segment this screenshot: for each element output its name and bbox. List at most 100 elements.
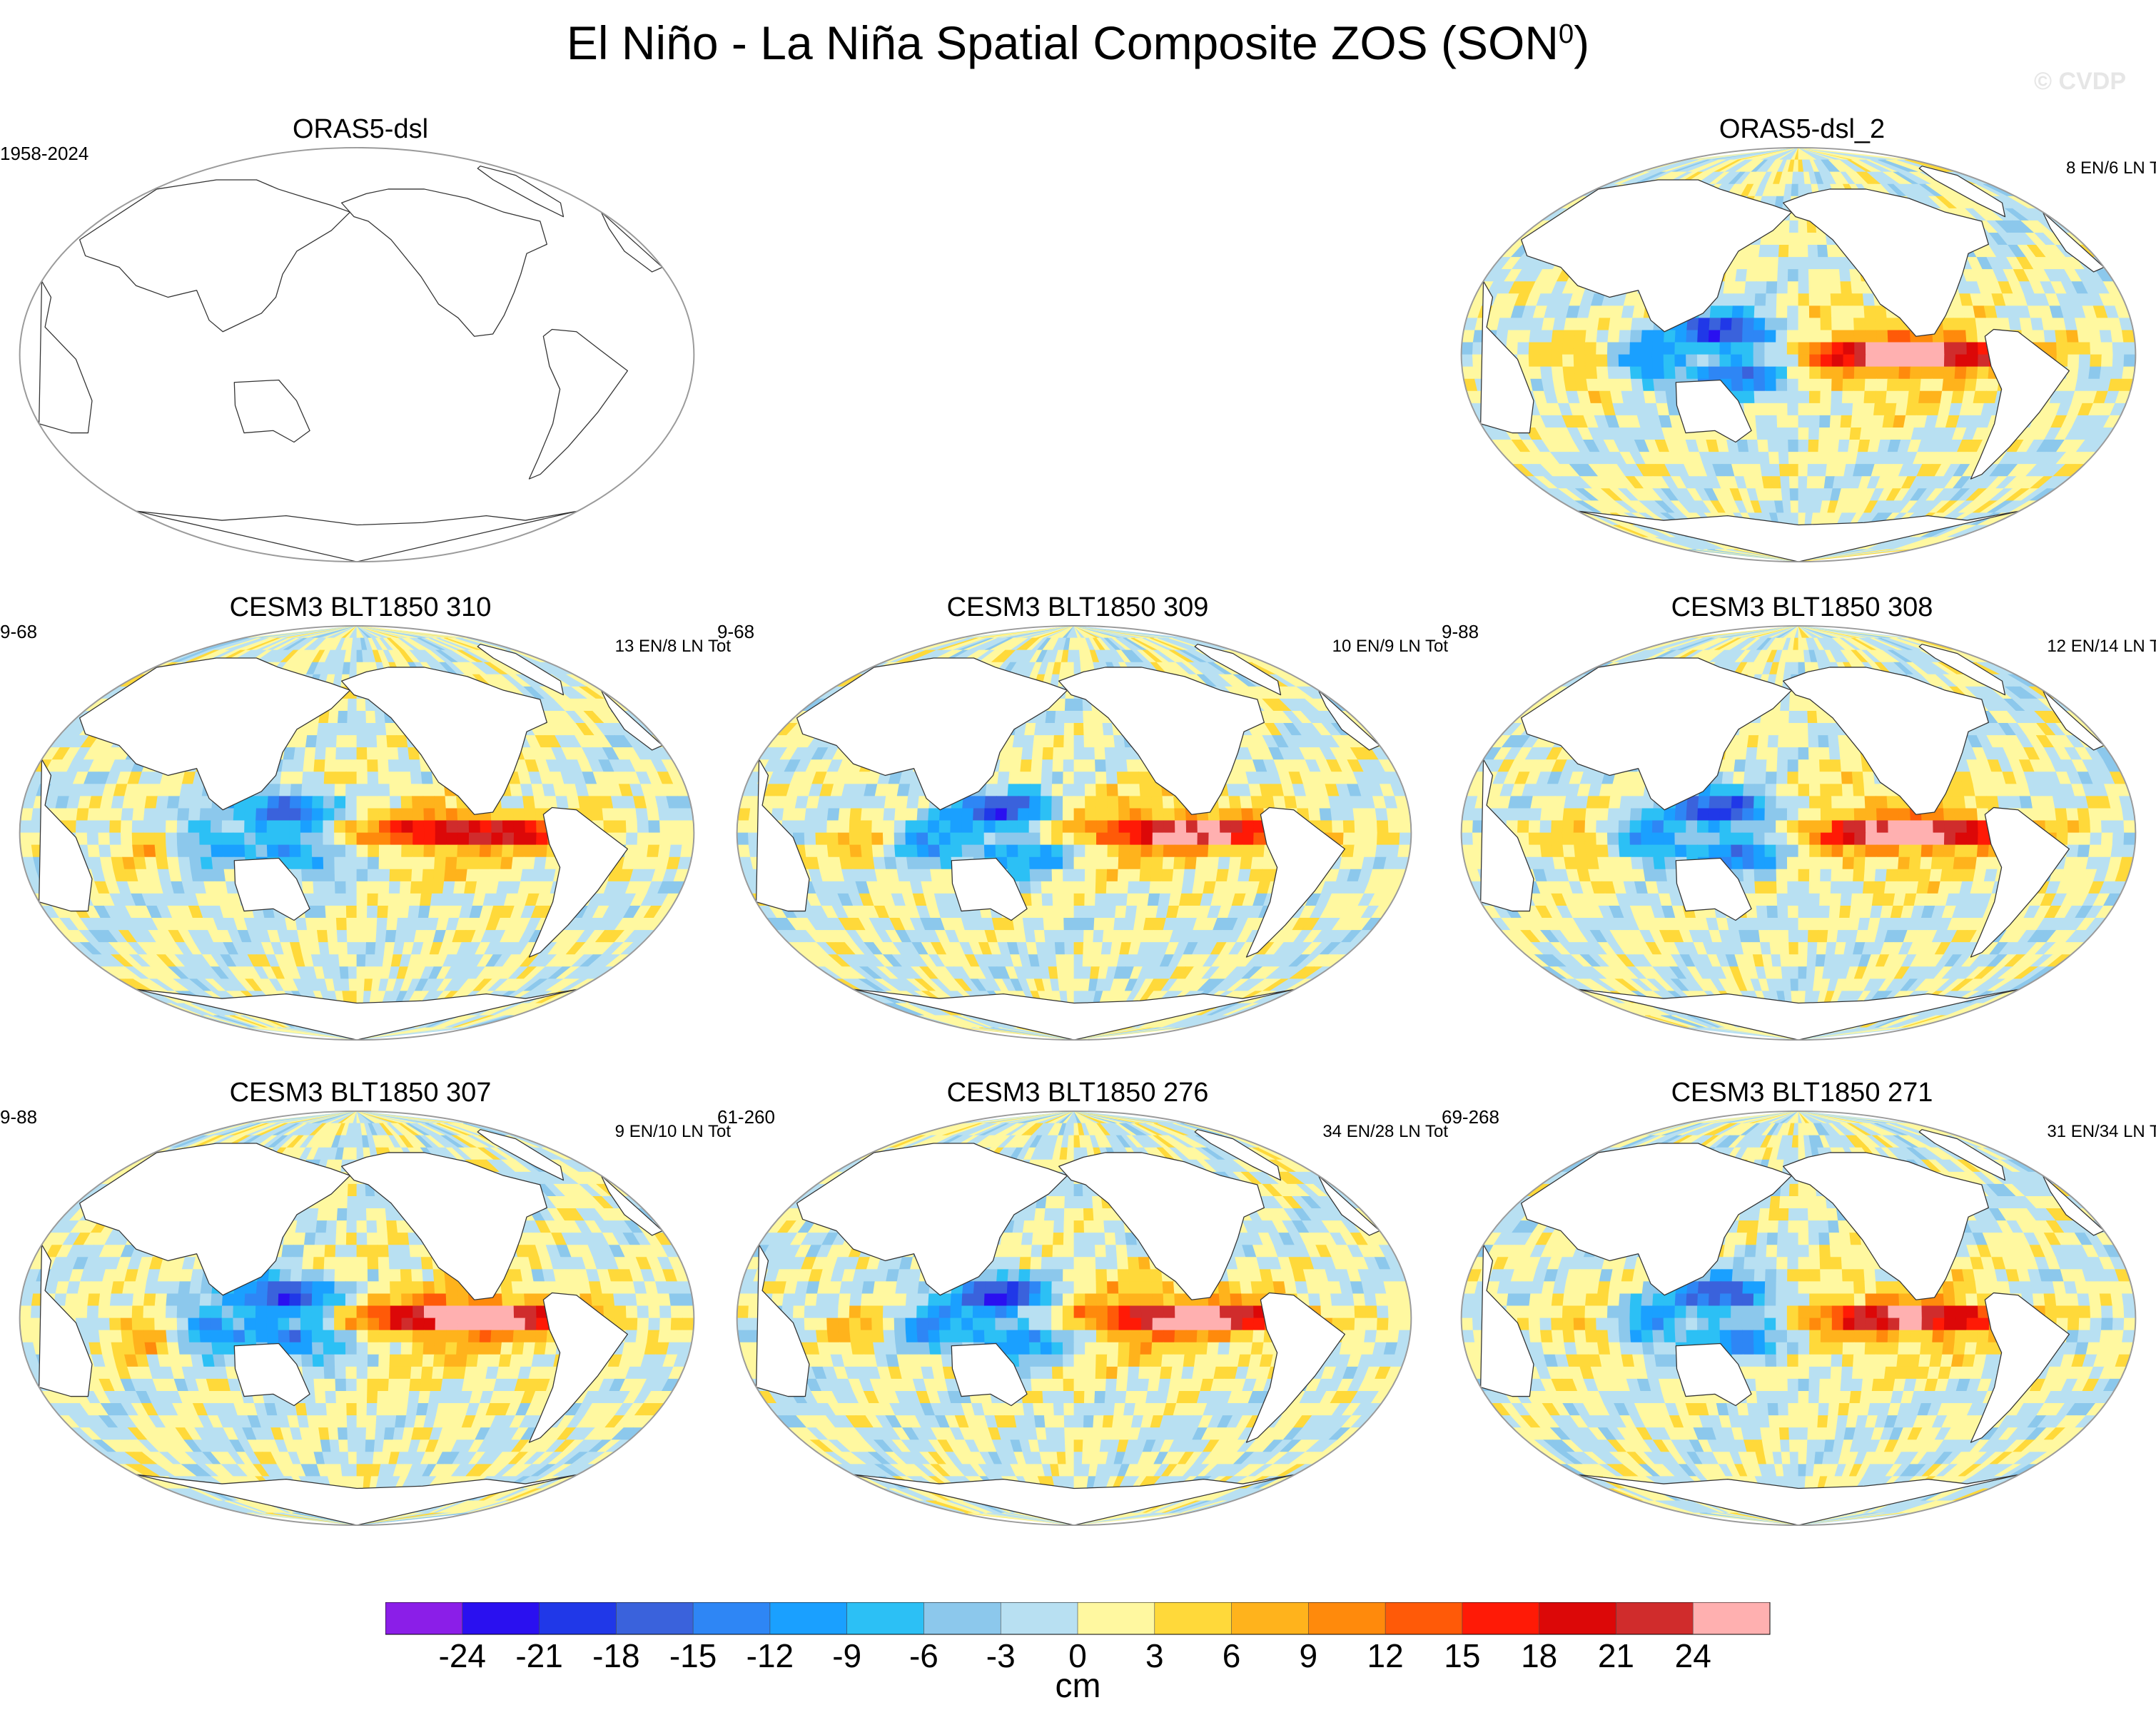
field-cell — [1808, 281, 1821, 295]
field-cell — [325, 918, 338, 931]
north-america-outline — [1782, 188, 1990, 337]
field-cell — [1006, 796, 1019, 809]
field-cell — [1018, 784, 1031, 797]
field-cell — [1853, 305, 1866, 319]
field-cell — [109, 844, 123, 858]
greenland-outline — [1918, 166, 2006, 218]
field-cell — [345, 893, 358, 906]
field-cell — [996, 796, 1008, 809]
field-cell — [1012, 735, 1025, 748]
field-cell — [431, 881, 445, 894]
field-cell — [1843, 330, 1855, 343]
field-cell — [1022, 735, 1035, 748]
field-cell — [1766, 281, 1778, 295]
field-cell — [1816, 464, 1828, 477]
field-cell — [1854, 342, 1866, 355]
field-cell — [2088, 366, 2102, 380]
field-cell — [1807, 464, 1818, 477]
field-cell — [356, 772, 368, 785]
field-cell — [1742, 330, 1754, 343]
field-cell — [1757, 440, 1769, 452]
field-cell — [1719, 342, 1732, 355]
field-cell — [1664, 378, 1677, 392]
field-cell — [388, 759, 400, 773]
field-cell — [390, 832, 403, 846]
field-cell — [365, 942, 377, 956]
field-cell — [323, 820, 335, 834]
field-cell — [133, 796, 147, 809]
field-cell — [1876, 342, 1889, 355]
field-cell — [1756, 269, 1768, 283]
panel-years-label: 9-68 — [0, 621, 38, 642]
field-cell — [1955, 342, 1968, 355]
field-cell — [1820, 330, 1833, 343]
field-cell — [1092, 710, 1103, 724]
field-cell — [401, 808, 413, 821]
field-cell — [1095, 759, 1107, 773]
field-cell — [1721, 293, 1735, 307]
field-cell — [1741, 354, 1754, 368]
field-cell — [1965, 330, 1978, 343]
field-cell — [1758, 452, 1771, 465]
field-cell — [2100, 342, 2114, 355]
field-cell — [378, 808, 391, 821]
field-cell — [345, 844, 358, 858]
field-cell — [143, 808, 156, 821]
field-cell — [434, 796, 447, 809]
field-cell — [1942, 318, 1955, 331]
field-cell — [1929, 390, 1943, 404]
field-cell — [1753, 378, 1766, 392]
field-cell — [1820, 305, 1832, 319]
field-cell — [400, 869, 413, 882]
field-cell — [1748, 245, 1761, 258]
field-cell — [457, 832, 470, 846]
field-cell — [1562, 330, 1576, 343]
field-cell — [478, 856, 492, 870]
field-cell — [1809, 318, 1821, 331]
field-cell — [312, 856, 324, 870]
field-cell — [345, 881, 358, 894]
field-cell — [1798, 415, 1810, 428]
field-cell — [283, 747, 296, 761]
field-cell — [411, 784, 424, 797]
field-cell — [1011, 747, 1023, 761]
field-cell — [329, 954, 340, 968]
field-cell — [368, 820, 380, 834]
field-cell — [1021, 747, 1034, 761]
field-cell — [210, 832, 223, 846]
field-cell — [279, 784, 292, 797]
field-cell — [1780, 220, 1791, 233]
field-cell — [1745, 269, 1758, 283]
field-cell — [1083, 710, 1094, 724]
field-cell — [1787, 281, 1799, 295]
field-cell — [1943, 342, 1956, 355]
field-cell — [266, 844, 279, 858]
panel-title: CESM3 BLT1850 310 — [229, 592, 492, 622]
field-cell — [487, 869, 501, 882]
field-cell — [1853, 378, 1866, 392]
field-cell — [1899, 342, 1911, 355]
field-cell — [2067, 354, 2080, 368]
field-cell — [368, 844, 380, 858]
field-cell — [387, 747, 400, 761]
field-cell — [1607, 366, 1621, 380]
field-cell — [1830, 293, 1843, 307]
field-cell — [1808, 415, 1821, 428]
field-cell — [1786, 330, 1799, 343]
field-cell — [1629, 342, 1642, 355]
field-cell — [1930, 378, 1944, 392]
field-cell — [624, 808, 638, 821]
field-cell — [347, 698, 358, 712]
field-cell — [2055, 330, 2068, 343]
field-cell — [522, 856, 536, 870]
field-cell — [1809, 354, 1821, 368]
field-cell — [1539, 354, 1552, 368]
field-cell — [670, 832, 684, 846]
field-cell — [154, 832, 167, 846]
watermark: © CVDP — [2034, 68, 2126, 95]
field-cell — [1764, 342, 1776, 355]
field-cell — [412, 808, 425, 821]
field-cell — [413, 820, 425, 834]
field-cell — [659, 820, 672, 834]
field-cell — [313, 772, 325, 785]
